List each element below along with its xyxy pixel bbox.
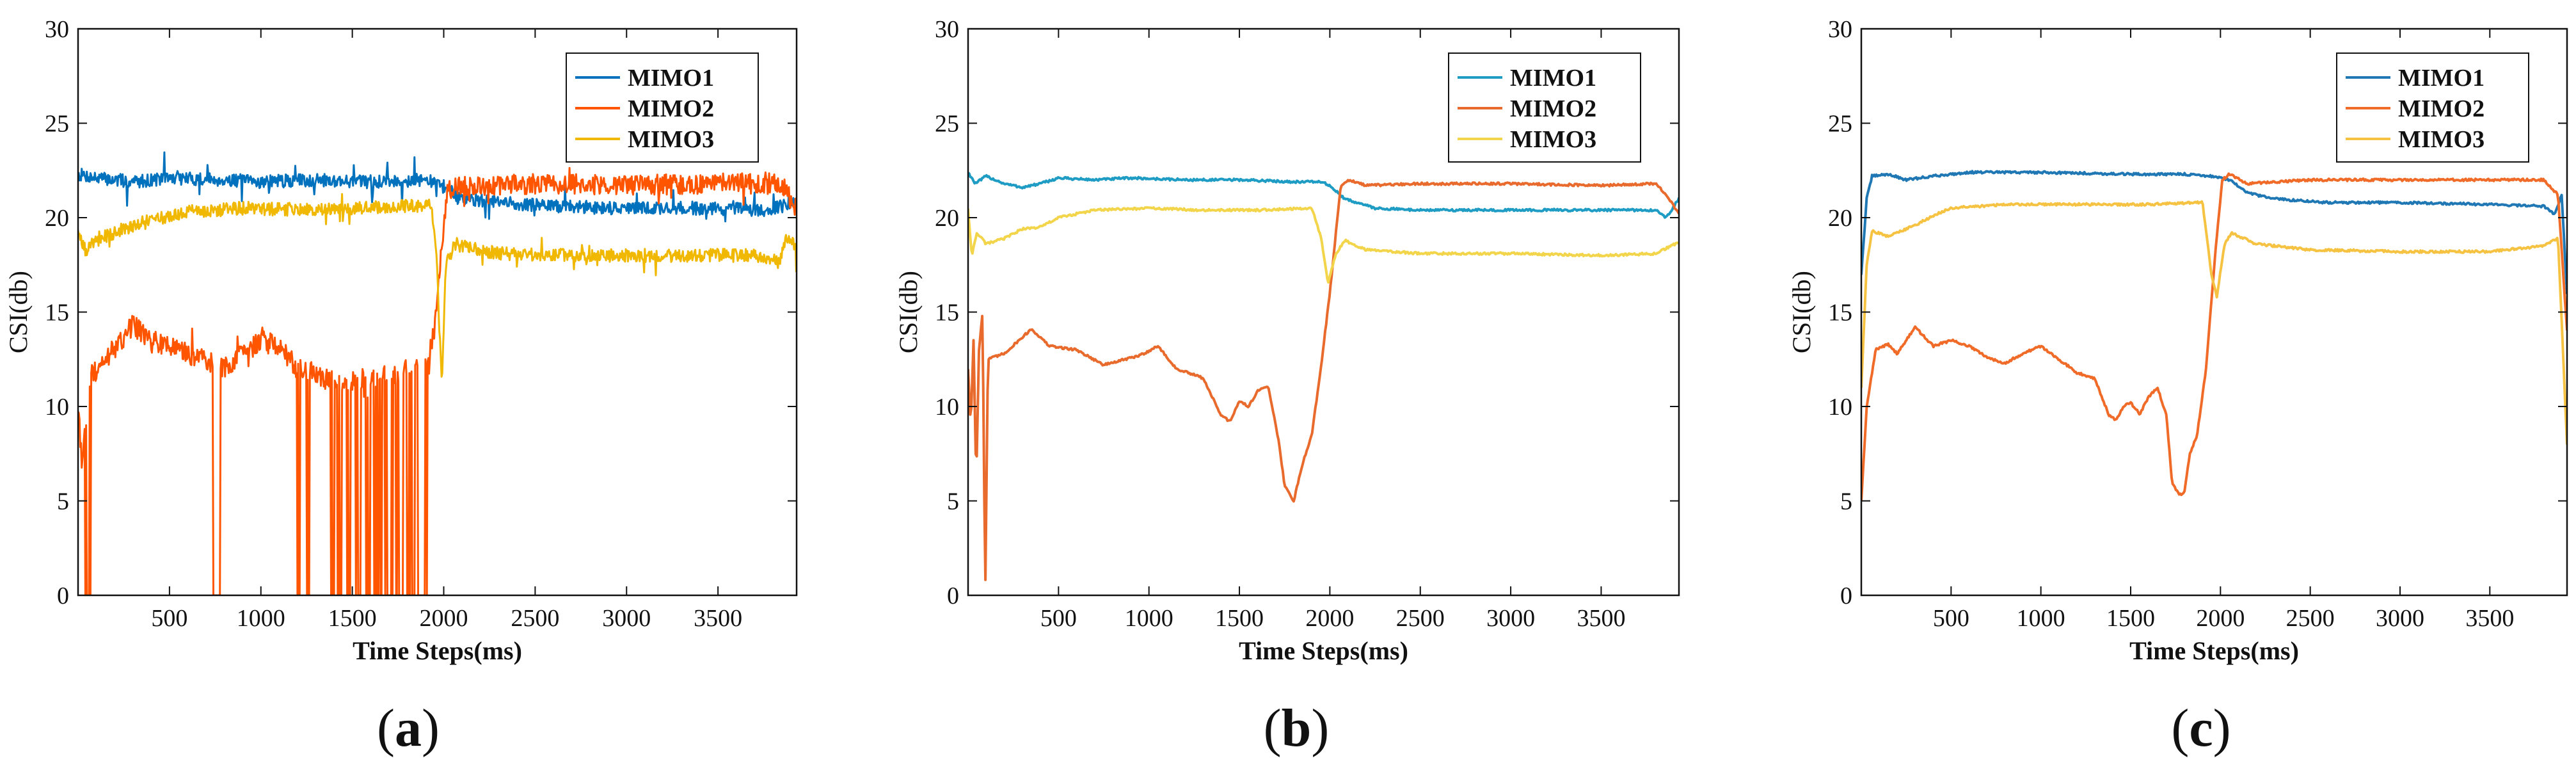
x-axis-label: Time Steps(ms) (353, 636, 522, 665)
legend-label-mimo3: MIMO3 (1510, 126, 1596, 153)
x-tick-label: 2500 (1396, 605, 1445, 632)
caption-c: (c) (2171, 698, 2230, 758)
y-tick-label: 10 (1828, 394, 1852, 421)
x-tick-label: 500 (1040, 605, 1077, 632)
x-tick-label: 2000 (1305, 605, 1354, 632)
y-tick-label: 15 (1828, 300, 1852, 326)
series-line-mimo2 (968, 179, 1679, 581)
series-group (968, 172, 1679, 581)
y-tick-label: 25 (45, 111, 69, 138)
series-line-mimo2 (1861, 172, 2567, 502)
x-tick-label: 2500 (2286, 605, 2335, 632)
y-tick-label: 20 (45, 205, 69, 232)
caption-a: (a) (377, 698, 440, 758)
series-line-mimo3 (1861, 200, 2567, 445)
y-tick-label: 30 (1828, 16, 1852, 43)
legend-label-mimo2: MIMO2 (2398, 95, 2485, 122)
x-axis-label: Time Steps(ms) (2129, 636, 2299, 665)
y-tick-label: 10 (45, 394, 69, 421)
x-tick-label: 1500 (328, 605, 377, 632)
legend: MIMO1 MIMO2 MIMO3 (2336, 52, 2529, 163)
x-tick-label: 2000 (2196, 605, 2245, 632)
series-line-mimo3 (78, 193, 797, 378)
legend: MIMO1 MIMO2 MIMO3 (1448, 52, 1641, 163)
y-tick-label: 0 (1840, 583, 1852, 609)
legend-label-mimo3: MIMO3 (628, 126, 714, 153)
x-tick-label: 1000 (237, 605, 285, 632)
y-axis-label: CSI(db) (894, 271, 923, 353)
x-tick-label: 500 (1933, 605, 1969, 632)
legend-label-mimo1: MIMO1 (1510, 65, 1596, 92)
y-tick-label: 10 (935, 394, 959, 421)
y-tick-label: 30 (45, 16, 69, 43)
chart-panel-a: 500 1000 1500 2000 2500 3000 3500 0 5 10 15 20 25 30 T… (4, 16, 798, 665)
y-tick-label: 15 (935, 300, 959, 326)
y-tick-label: 0 (57, 583, 69, 609)
x-tick-label: 3500 (694, 605, 742, 632)
series-group (1861, 170, 2567, 502)
x-tick-label: 1500 (2106, 605, 2155, 632)
legend-label-mimo3: MIMO3 (2398, 126, 2485, 153)
legend-label-mimo2: MIMO2 (1510, 95, 1596, 122)
x-tick-label: 2500 (511, 605, 559, 632)
legend-label-mimo1: MIMO1 (628, 65, 714, 92)
x-axis-label: Time Steps(ms) (1239, 636, 1408, 665)
x-tick-label: 1000 (1125, 605, 1173, 632)
series-line-mimo3 (968, 206, 1679, 284)
legend: MIMO1 MIMO2 MIMO3 (566, 52, 759, 163)
chart-panel-b: 500 1000 1500 2000 2500 3000 3500 0 5 10 15 20 25 30 T… (894, 16, 1680, 665)
x-tick-label: 1500 (1215, 605, 1264, 632)
y-tick-label: 15 (45, 300, 69, 326)
caption-b: (b) (1264, 698, 1330, 758)
y-tick-label: 25 (1828, 111, 1852, 138)
y-tick-label: 5 (57, 488, 69, 515)
y-tick-label: 0 (947, 583, 959, 609)
series-line-mimo1 (968, 172, 1679, 219)
x-tick-label: 3000 (602, 605, 651, 632)
series-line-mimo2 (78, 166, 797, 595)
y-tick-label: 5 (1840, 488, 1852, 515)
y-tick-label: 30 (935, 16, 959, 43)
y-tick-label: 20 (1828, 205, 1852, 232)
series-line-mimo1 (1861, 170, 2567, 294)
x-tick-label: 3500 (2465, 605, 2514, 632)
y-tick-label: 5 (947, 488, 959, 515)
y-axis-label: CSI(db) (4, 271, 33, 353)
x-tick-label: 2000 (420, 605, 468, 632)
series-line-mimo1 (78, 151, 797, 223)
y-tick-label: 25 (935, 111, 959, 138)
y-axis-label: CSI(db) (1787, 271, 1816, 353)
y-tick-label: 20 (935, 205, 959, 232)
x-tick-label: 500 (151, 605, 187, 632)
x-tick-label: 1000 (2017, 605, 2065, 632)
x-tick-label: 3000 (1486, 605, 1535, 632)
legend-label-mimo2: MIMO2 (628, 95, 714, 122)
x-tick-label: 3000 (2376, 605, 2424, 632)
chart-panel-c: 500 1000 1500 2000 2500 3000 3500 0 5 10 15 20 25 30 T… (1787, 16, 2568, 665)
x-tick-label: 3500 (1577, 605, 1625, 632)
legend-box (1448, 52, 1641, 163)
legend-label-mimo1: MIMO1 (2398, 65, 2485, 92)
series-group (78, 151, 797, 595)
